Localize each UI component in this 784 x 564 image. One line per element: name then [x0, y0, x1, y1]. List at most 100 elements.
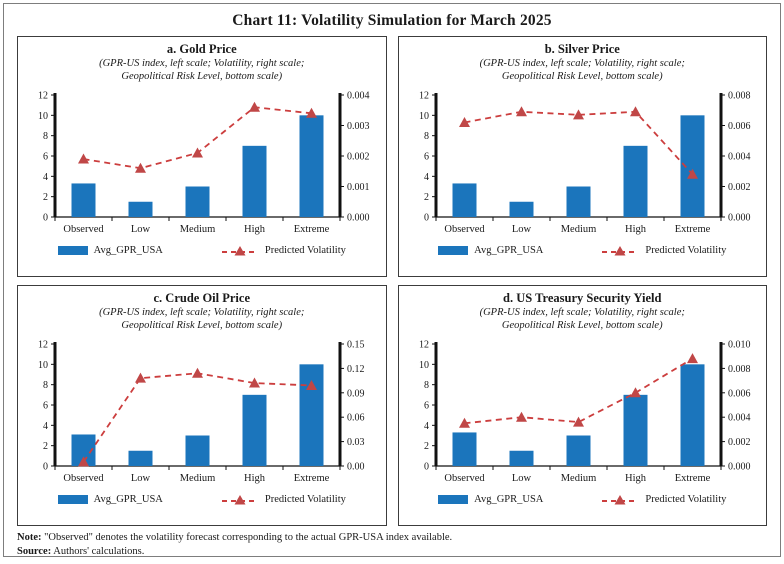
volatility-marker — [458, 116, 470, 127]
right-axis-tick-label: 0.03 — [347, 437, 365, 448]
source-line: Source: Authors' calculations. — [17, 545, 780, 559]
x-category-label: Low — [511, 473, 531, 484]
x-category-label: Observed — [444, 473, 485, 484]
x-category-label: Low — [511, 224, 531, 235]
subtitle-line-2: Geopolitical Risk Level, bottom scale) — [121, 70, 283, 82]
volatility-marker — [192, 147, 203, 158]
left-axis-tick-label: 12 — [38, 90, 48, 101]
right-axis-tick-label: 0.003 — [347, 121, 370, 132]
gpr-bar — [680, 363, 704, 466]
x-category-label: Observed — [444, 224, 485, 235]
legend: Avg_GPR_USA Predicted Volatility — [18, 245, 386, 257]
legend-item-bar: Avg_GPR_USA — [57, 494, 163, 506]
left-axis-tick-label: 0 — [43, 212, 48, 223]
chart-svg: Observed Low Medium High Extreme 0 2 4 6 8 10 12 0.0… — [38, 90, 370, 235]
right-axis-tick-label: 0.002 — [728, 182, 751, 193]
gpr-bar — [242, 145, 267, 217]
crude-oil-price-chart: Observed Low Medium High Extreme 0 2 4 6 8 10 12 0.0… — [18, 335, 386, 493]
subtitle-line-1: (GPR-US index, left scale; Volatility, r… — [99, 307, 305, 318]
right-axis-tick-label: 0.010 — [728, 339, 751, 350]
panel-subtitle: (GPR-US index, left scale; Volatility, r… — [18, 58, 386, 84]
left-axis-tick-label: 2 — [43, 441, 48, 452]
x-category-label: Low — [131, 224, 151, 235]
volatility-marker — [249, 101, 260, 112]
note-line: Note: "Observed" denotes the volatility … — [17, 531, 780, 545]
gpr-bar — [185, 435, 210, 466]
left-axis-tick-label: 12 — [419, 339, 429, 350]
right-axis-tick-label: 0.00 — [347, 461, 365, 472]
legend-item-bar: Avg_GPR_USA — [438, 245, 543, 256]
left-axis-tick-label: 8 — [424, 131, 429, 142]
volatility-line — [463, 357, 693, 424]
volatility-line — [83, 105, 312, 169]
gpr-bar — [566, 435, 590, 466]
chart-svg: Observed Low Medium High Extreme 0 2 4 6 8 10 12 0.0… — [38, 339, 365, 484]
gpr-bar — [509, 450, 533, 466]
gold-price-chart: Observed Low Medium High Extreme 0 2 4 6 8 10 12 0.0… — [18, 86, 386, 244]
left-axis-tick-label: 2 — [424, 192, 429, 203]
gpr-bar — [299, 363, 324, 466]
left-axis-tick-label: 8 — [424, 380, 429, 391]
volatility-marker — [686, 352, 698, 363]
legend: Avg_GPR_USA Predicted Volatility — [18, 494, 386, 506]
gpr-bar — [71, 183, 96, 217]
x-category-label: Extreme — [294, 473, 330, 484]
gpr-bar — [623, 145, 647, 217]
volatility-marker — [686, 168, 698, 179]
volatility-marker — [249, 377, 260, 388]
legend-item-line: Predicted Volatility — [221, 245, 346, 257]
subtitle-line-2: Geopolitical Risk Level, bottom scale) — [501, 70, 663, 82]
figure-frame: Chart 11: Volatility Simulation for Marc… — [3, 3, 781, 557]
volatility-line — [463, 110, 693, 175]
right-axis-tick-label: 0.09 — [347, 388, 365, 399]
gpr-bar — [128, 450, 153, 466]
bar-swatch-icon — [438, 246, 469, 256]
gpr-bar — [452, 432, 476, 466]
volatility-marker — [629, 105, 641, 116]
x-category-label: Medium — [560, 224, 596, 235]
x-category-label: High — [244, 224, 266, 235]
figure-notes: Note: "Observed" denotes the volatility … — [17, 531, 780, 559]
panel-gold-price: a. Gold Price (GPR-US index, left scale;… — [17, 36, 387, 277]
left-axis-tick-label: 10 — [38, 110, 48, 121]
panel-subtitle: (GPR-US index, left scale; Volatility, r… — [18, 307, 386, 333]
left-axis-tick-label: 12 — [419, 90, 429, 101]
us-treasury-yield-chart: Observed Low Medium High Extreme 0 2 4 6 8 10 12 0.0… — [399, 335, 767, 493]
left-axis-tick-label: 10 — [419, 110, 429, 121]
panel-subtitle: (GPR-US index, left scale; Volatility, r… — [399, 58, 767, 84]
left-axis-tick-label: 6 — [424, 151, 429, 162]
x-category-label: Extreme — [674, 473, 710, 484]
right-axis-tick-label: 0.06 — [347, 412, 365, 423]
x-category-label: Extreme — [294, 224, 330, 235]
gpr-bar — [242, 394, 267, 466]
volatility-marker — [135, 372, 146, 383]
left-axis-tick-label: 6 — [424, 400, 429, 411]
note-label: Note: — [17, 532, 42, 543]
right-axis-tick-label: 0.001 — [347, 182, 370, 193]
bar-swatch-icon — [57, 495, 88, 505]
x-category-label: Extreme — [674, 224, 710, 235]
gpr-bar — [509, 201, 533, 217]
x-category-label: Medium — [560, 473, 596, 484]
left-axis-tick-label: 12 — [38, 339, 48, 350]
subtitle-line-1: (GPR-US index, left scale; Volatility, r… — [479, 307, 685, 318]
panel-crude-oil-price: c. Crude Oil Price (GPR-US index, left s… — [17, 285, 387, 526]
x-category-label: High — [625, 224, 647, 235]
right-axis-tick-label: 0.12 — [347, 363, 365, 374]
subtitle-line-1: (GPR-US index, left scale; Volatility, r… — [479, 58, 685, 69]
x-category-label: High — [244, 473, 266, 484]
left-axis-tick-label: 4 — [424, 420, 429, 431]
chart-grid: a. Gold Price (GPR-US index, left scale;… — [17, 36, 767, 526]
legend-bar-label: Avg_GPR_USA — [93, 494, 163, 506]
left-axis-tick-label: 0 — [43, 461, 48, 472]
right-axis-tick-label: 0.004 — [728, 151, 751, 162]
volatility-marker — [629, 386, 641, 397]
legend-bar-label: Avg_GPR_USA — [474, 245, 544, 257]
x-category-label: High — [625, 473, 647, 484]
right-axis-tick-label: 0.002 — [347, 151, 370, 162]
panel-title: d. US Treasury Security Yield — [503, 291, 662, 305]
legend-line-label: Predicted Volatility — [645, 494, 727, 506]
left-axis-tick-label: 8 — [43, 380, 48, 391]
volatility-marker — [458, 417, 470, 428]
chart-svg: Observed Low Medium High Extreme 0 2 4 6 8 10 12 0.0… — [419, 339, 751, 484]
